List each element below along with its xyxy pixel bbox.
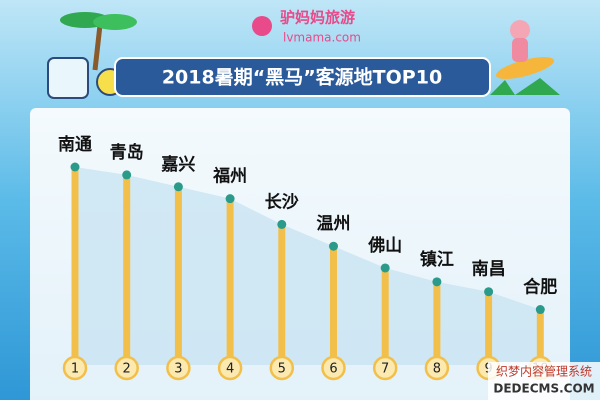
rank-label: 8	[433, 362, 441, 377]
rank-label: 7	[381, 362, 389, 377]
rank-badge	[269, 355, 295, 381]
rank-label: 6	[329, 362, 337, 377]
watermark: 织梦内容管理系统 DEDECMS.COM	[488, 362, 600, 400]
rank-badge	[166, 355, 191, 381]
area	[75, 167, 541, 365]
watermark-line2: DEDECMS.COM	[493, 382, 594, 396]
bar	[433, 281, 441, 365]
rank-label: 1	[71, 362, 79, 377]
dot	[277, 219, 287, 229]
dot	[70, 162, 80, 172]
logo-name: 驴妈妈旅游	[280, 9, 355, 27]
bar	[485, 291, 493, 365]
rank-badge	[62, 355, 88, 381]
dot	[329, 241, 338, 251]
dot	[432, 277, 442, 287]
rank-label: 5	[278, 362, 286, 377]
logo: 驴妈妈旅游 lvmama.com	[252, 9, 361, 45]
category-label: 温州	[317, 214, 351, 234]
bar	[123, 174, 131, 365]
bar	[226, 198, 234, 365]
bar	[330, 246, 337, 365]
logo-site: lvmama.com	[283, 31, 361, 45]
bar	[71, 167, 79, 365]
rank-label: 4	[226, 362, 234, 377]
rank-badge	[424, 355, 450, 381]
title-banner	[114, 57, 491, 97]
category-label: 佛山	[367, 235, 402, 256]
category-label: 嘉兴	[160, 154, 195, 175]
rank-badge	[372, 355, 398, 381]
bar	[381, 267, 389, 365]
category-label: 青岛	[110, 142, 144, 163]
rank-badge	[321, 355, 346, 381]
dot	[535, 305, 545, 315]
dot	[225, 194, 235, 204]
dot	[484, 287, 494, 297]
dot	[380, 263, 390, 273]
bar	[278, 224, 286, 365]
bar	[174, 186, 182, 365]
rank-badge	[114, 355, 139, 381]
category-label: 南通	[58, 134, 92, 155]
category-label: 南昌	[472, 259, 506, 280]
plot: 南通1青岛2嘉兴3福州4长沙5温州6佛山7镇江8南昌9合肥10	[58, 134, 557, 381]
category-label: 福州	[212, 166, 247, 187]
dot	[173, 182, 183, 192]
rank-label: 3	[174, 362, 182, 377]
chart-title: 2018暑期“黑马”客源地TOP10	[162, 66, 442, 89]
dot	[122, 170, 132, 180]
rank-label: 2	[123, 362, 131, 377]
watermark-line1: 织梦内容管理系统	[496, 364, 592, 379]
category-label: 合肥	[523, 277, 557, 298]
rank-badge	[217, 355, 243, 381]
bar	[536, 309, 544, 365]
category-label: 长沙	[265, 191, 299, 212]
decoration-right	[490, 20, 560, 95]
category-label: 镇江	[420, 249, 454, 270]
